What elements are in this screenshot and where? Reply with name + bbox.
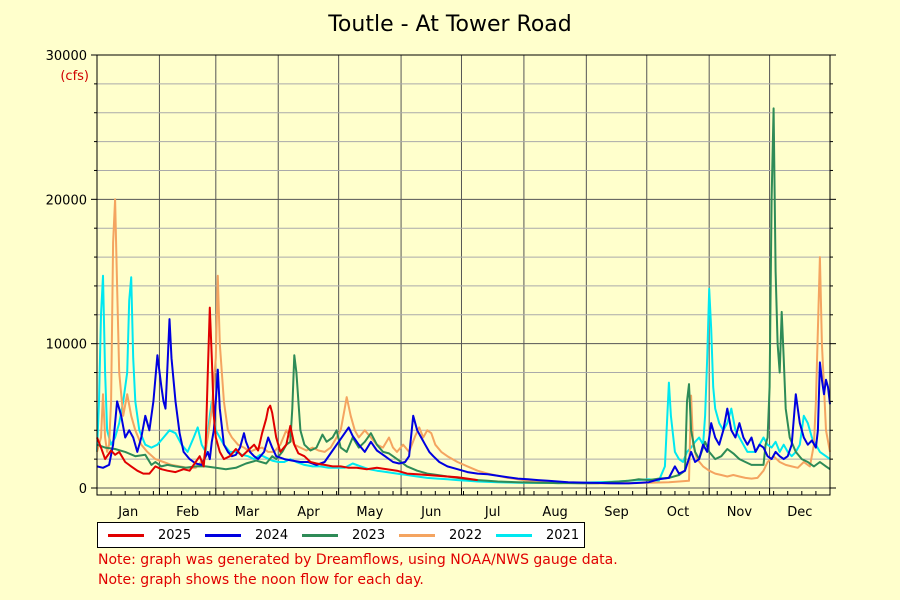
x-tick-label: Aug [542,505,567,520]
note-source: Note: graph was generated by Dreamflows,… [98,552,618,568]
legend-label: 2025 [158,527,192,543]
y-unit-label: (cfs) [60,69,89,84]
series-line-2023 [96,107,831,485]
x-tick-label: Nov [727,505,753,520]
legend-item-2024: 2024 [195,528,292,543]
series-line-2024 [96,318,831,485]
legend-item-2025: 2025 [98,528,195,543]
legend-swatch [399,533,435,537]
legend-item-2022: 2022 [389,528,486,543]
legend-label: 2023 [352,527,386,543]
y-tick-label: 30000 [46,49,87,64]
chart-plot: 0 10000 20000 30000 Jan Feb Mar Apr May Jun Jul Aug… [46,49,836,520]
legend-swatch [108,533,144,537]
x-tick-label: Jan [117,505,138,520]
legend-swatch [205,533,241,537]
legend-label: 2022 [449,527,483,543]
x-tick-label: Oct [667,505,689,520]
legend-label: 2021 [546,527,580,543]
legend-swatch [302,533,338,537]
x-tick-label: Mar [235,505,260,520]
x-tick-label: Apr [297,505,320,520]
x-tick-label: Dec [787,505,812,520]
y-tick-label: 0 [79,482,87,497]
x-tick-label: Jun [420,505,441,520]
chart-title: Toutle - At Tower Road [328,12,572,37]
plot-background [97,55,830,488]
y-tick-label: 10000 [46,338,87,353]
x-tick-label: May [356,505,383,520]
axis-layer: 0 10000 20000 30000 Jan Feb Mar Apr May Jun Jul Aug… [46,49,836,520]
series-line-2021 [96,274,831,485]
x-tick-label: Jul [484,505,501,520]
series-line-2025 [96,306,478,482]
x-tick-label: Feb [176,505,199,520]
legend-item-2023: 2023 [292,528,389,543]
series-layer [96,107,831,485]
legend: 2025 2024 2023 2022 2021 [97,522,585,548]
note-noon-flow: Note: graph shows the noon flow for each… [98,572,424,588]
legend-item-2021: 2021 [486,528,583,543]
y-tick-label: 20000 [46,193,87,208]
legend-swatch [496,533,532,537]
x-tick-label: Sep [604,505,629,520]
legend-label: 2024 [255,527,289,543]
